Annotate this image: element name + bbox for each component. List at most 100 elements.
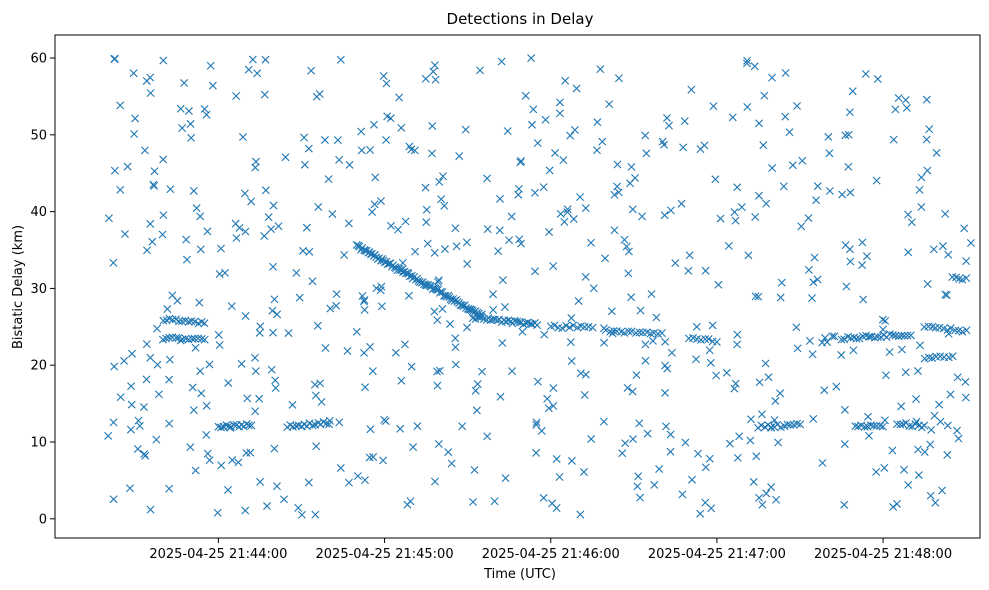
data-points [104,54,975,519]
data-point [162,334,171,343]
data-point [146,73,155,82]
data-point [352,327,361,336]
data-point [701,266,710,275]
data-point [774,438,783,447]
data-point [427,149,436,158]
data-point [391,348,400,357]
data-point [110,55,119,63]
data-point [267,365,276,374]
data-point [773,420,782,429]
data-point [962,257,971,266]
data-point [716,214,725,223]
data-point [614,188,623,197]
data-point [946,324,955,333]
data-point [684,266,693,275]
data-point [532,420,541,429]
data-point [153,360,162,369]
data-point [858,238,867,247]
data-point [891,105,900,114]
data-point [860,422,869,431]
data-point [261,186,270,195]
data-point [116,185,125,194]
data-point [543,394,552,403]
data-point [208,81,217,90]
data-point [343,347,352,356]
data-point [433,316,442,325]
data-point [181,334,190,343]
data-point [923,166,932,175]
data-point [203,227,212,236]
data-point [730,384,739,393]
data-point [284,329,293,338]
data-point [483,225,492,234]
data-point [805,336,814,345]
data-point [798,156,807,165]
data-point [396,424,405,433]
data-point [935,400,944,409]
data-point [263,502,271,511]
data-point [205,456,214,465]
data-point [624,247,633,256]
data-point [146,89,155,98]
data-point [880,463,889,472]
data-point [140,146,149,155]
data-point [926,491,935,500]
data-point [298,246,307,255]
data-point [478,367,487,376]
data-point [786,420,795,429]
data-point [533,321,542,330]
data-point [400,340,409,349]
data-point [255,394,264,403]
data-point [120,230,129,238]
data-point [897,345,906,354]
data-point [636,306,645,315]
data-point [920,421,929,430]
data-point [559,156,568,165]
data-point [226,423,235,432]
data-point [129,69,138,78]
data-point [109,495,118,504]
data-point [191,343,200,352]
data-point [666,430,675,439]
data-point [521,91,530,100]
data-point [953,426,962,435]
data-point [838,190,847,199]
data-point [430,307,439,316]
data-point [133,444,142,453]
data-point [904,480,913,489]
data-point [235,223,244,232]
data-point [495,226,504,235]
data-point [666,447,675,456]
data-point [312,442,321,451]
data-point [804,265,813,274]
data-point [746,436,755,445]
data-point [700,141,709,150]
data-point [777,278,786,287]
data-point [131,114,140,123]
data-point [942,291,951,300]
data-point [840,500,849,509]
data-point [187,317,196,326]
data-point [793,101,802,110]
data-point [932,148,941,157]
data-point [588,323,597,332]
data-point [242,448,251,457]
data-point [941,209,950,218]
data-point [407,362,416,371]
data-point [694,449,703,458]
data-point [589,284,598,293]
data-point [476,66,484,75]
data-point [685,251,694,260]
data-point [217,423,226,432]
data-point [357,127,366,136]
data-point [440,201,449,210]
data-point [463,259,472,268]
data-point [743,56,752,65]
data-point [912,417,921,426]
data-point [818,458,827,467]
data-point [324,175,333,184]
data-point [750,62,759,71]
data-point [844,130,853,139]
data-point [692,322,701,331]
